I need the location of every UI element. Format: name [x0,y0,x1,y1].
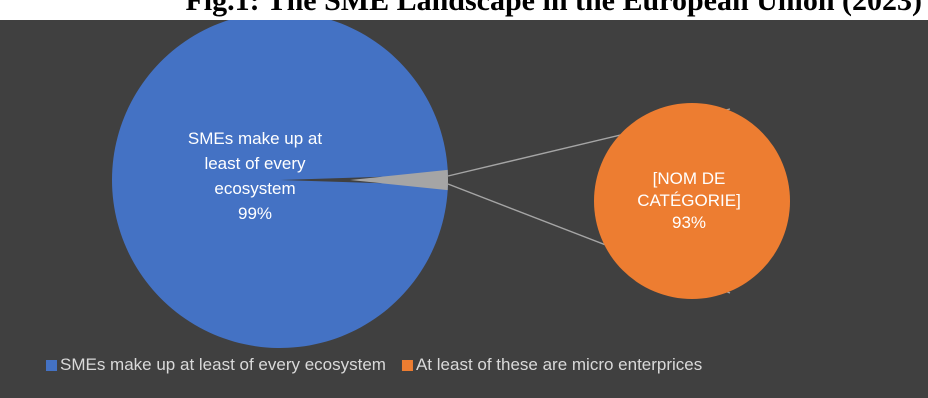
chart-area: SMEs make up at least of every ecosystem 99… [0,20,928,398]
secondary-pie-slice-micro [594,103,790,299]
legend-swatch-1 [46,360,57,371]
chart-title: Fig.1: The SME Landscape in the European… [185,0,922,17]
pie-of-pie-chart: SMEs make up at least of every ecosystem 99… [0,20,928,398]
pie-slice-other [350,169,448,191]
data-label-smes-line: ecosystem [214,179,295,198]
data-label-micro-line: [NOM DE [653,169,726,188]
legend-swatch-2 [401,360,413,371]
data-label-micro-line: 93% [672,213,706,232]
data-label-smes-line: least of every [204,154,306,173]
pie-slice-smes [112,20,448,348]
data-label-micro: [NOM DE CATÉGORIE] 93% [637,169,741,232]
data-label-micro-line: CATÉGORIE] [637,191,741,210]
data-label-smes-line: 99% [238,204,272,223]
data-label-smes: SMEs make up at least of every ecosystem 99… [188,129,322,223]
legend-label-2: At least of these are micro enterprices [416,355,702,374]
legend-label-1: SMEs make up at least of every ecosystem [60,355,386,374]
data-label-smes-line: SMEs make up at [188,129,322,148]
